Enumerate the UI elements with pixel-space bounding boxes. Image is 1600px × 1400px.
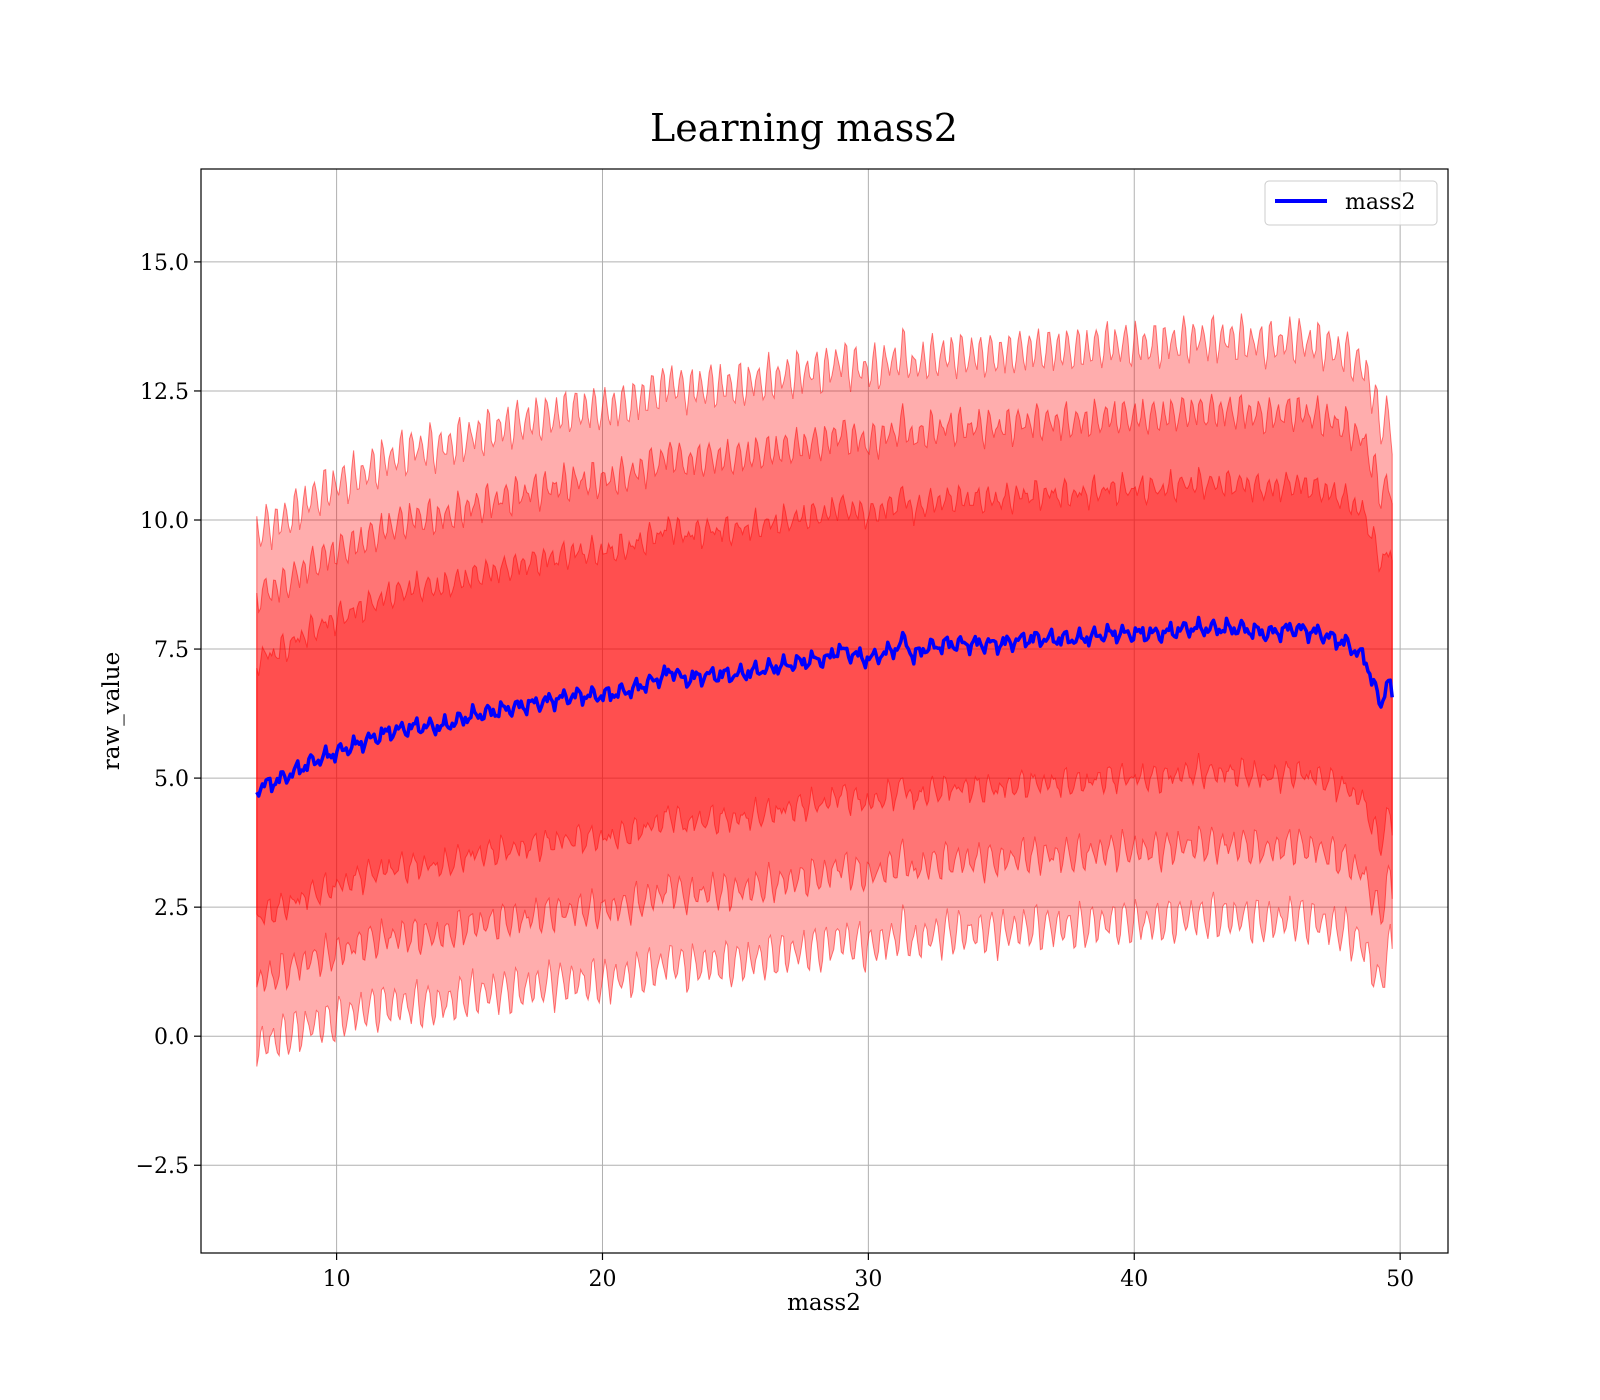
y-tick-label: 0.0 xyxy=(154,1025,189,1050)
x-tick-label: 40 xyxy=(1120,1267,1148,1292)
legend-box xyxy=(1264,180,1438,226)
x-tick-label: 50 xyxy=(1386,1267,1414,1292)
mean-line-layer xyxy=(255,615,1394,798)
band-1.5-sigma xyxy=(256,393,1393,992)
y-tick-label: 7.5 xyxy=(154,638,189,663)
x-axis-label: mass2 xyxy=(787,1290,861,1316)
band-2-sigma xyxy=(256,313,1393,1067)
y-axis-ticks: −2.5 0.0 2.5 5.0 7.5 10.0 12.5 15.0 xyxy=(136,251,201,1179)
band-1-sigma xyxy=(256,466,1393,926)
x-tick-label: 30 xyxy=(854,1267,882,1292)
chart-title: Learning mass2 xyxy=(650,106,958,150)
y-axis-label: raw_value xyxy=(99,652,125,770)
confidence-bands xyxy=(256,313,1393,1067)
y-tick-label: 15.0 xyxy=(140,251,189,276)
y-tick-label: 10.0 xyxy=(140,509,189,534)
x-tick-label: 10 xyxy=(323,1267,351,1292)
legend-label-mass2: mass2 xyxy=(1345,190,1416,215)
series-line-mass2 xyxy=(255,615,1394,798)
plot-area-frame xyxy=(200,168,1449,1254)
y-tick-label: 2.5 xyxy=(154,896,189,921)
legend: mass2 xyxy=(1264,180,1438,226)
x-tick-label: 20 xyxy=(588,1267,616,1292)
y-tick-label: 12.5 xyxy=(140,380,189,405)
x-axis-ticks: 10 20 30 40 50 xyxy=(323,1253,1414,1292)
y-tick-label: −2.5 xyxy=(136,1154,189,1179)
grid-lines xyxy=(201,169,1448,1253)
y-tick-label: 5.0 xyxy=(154,767,189,792)
